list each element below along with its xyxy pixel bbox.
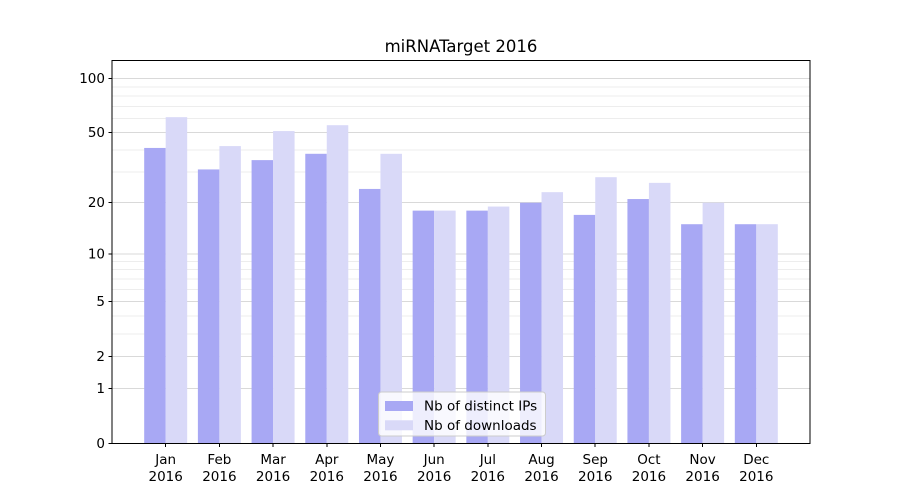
bar-downloads-dec xyxy=(756,224,778,444)
bar-distinct-ips-jan xyxy=(144,147,166,444)
x-tick-label-month: Mar xyxy=(260,452,286,468)
x-tick-label-year: 2016 xyxy=(417,469,451,485)
x-tick-label-year: 2016 xyxy=(524,469,558,485)
x-axis-ticks: Jan2016Feb2016Mar2016Apr2016May2016Jun20… xyxy=(149,443,773,485)
bar-downloads-nov xyxy=(702,202,725,444)
x-tick-label-year: 2016 xyxy=(363,469,397,485)
legend-swatch-distinct-ips xyxy=(385,401,413,411)
y-tick-label: 5 xyxy=(96,294,105,310)
bars xyxy=(144,117,778,444)
legend-label-downloads: Nb of downloads xyxy=(424,418,537,434)
y-tick-label: 2 xyxy=(96,349,105,365)
bar-distinct-ips-jun xyxy=(412,210,435,444)
x-tick-label-year: 2016 xyxy=(471,469,505,485)
x-tick-label-month: Nov xyxy=(689,452,715,468)
x-tick-label-year: 2016 xyxy=(632,469,666,485)
x-tick-label-year: 2016 xyxy=(578,469,612,485)
bar-distinct-ips-aug xyxy=(520,202,542,444)
x-tick-label-year: 2016 xyxy=(202,469,236,485)
bar-downloads-may xyxy=(380,153,402,444)
y-axis-ticks: 0 1 2 5 10 20 50 100 xyxy=(79,71,112,452)
bar-distinct-ips-mar xyxy=(251,160,274,444)
bar-downloads-mar xyxy=(273,131,295,444)
y-tick-label: 10 xyxy=(88,246,105,262)
bar-distinct-ips-sep xyxy=(573,214,596,444)
bar-distinct-ips-apr xyxy=(305,153,327,444)
x-tick-label-month: Oct xyxy=(637,452,660,468)
chart-title: miRNATarget 2016 xyxy=(385,37,538,56)
x-tick-label-month: Feb xyxy=(207,452,231,468)
x-tick-label-year: 2016 xyxy=(310,469,344,485)
plot-border xyxy=(111,60,811,444)
bar-distinct-ips-jul xyxy=(466,210,488,444)
x-tick-label-month: Sep xyxy=(583,452,608,468)
x-tick-label-year: 2016 xyxy=(149,469,183,485)
x-tick-label-month: Jun xyxy=(423,452,445,468)
legend-label-distinct-ips: Nb of distinct IPs xyxy=(424,399,537,415)
y-tick-label: 1 xyxy=(96,381,105,397)
x-tick-label-month: Apr xyxy=(315,452,339,468)
y-tick-label: 50 xyxy=(88,125,105,141)
x-tick-label-month: Jul xyxy=(479,452,496,468)
x-tick-label-month: Dec xyxy=(743,452,769,468)
bar-distinct-ips-oct xyxy=(627,199,649,444)
bar-distinct-ips-feb xyxy=(197,169,220,444)
legend: Nb of distinct IPs Nb of downloads xyxy=(378,391,546,437)
bar-downloads-sep xyxy=(595,177,617,444)
bar-downloads-jul xyxy=(487,206,510,444)
y-tick-label: 0 xyxy=(96,436,105,452)
bar-downloads-aug xyxy=(541,192,564,444)
bar-distinct-ips-may xyxy=(358,188,381,444)
x-tick-label-month: Aug xyxy=(528,452,554,468)
x-tick-label-year: 2016 xyxy=(256,469,290,485)
bar-downloads-jun xyxy=(434,210,456,444)
x-tick-label-month: Jan xyxy=(154,452,176,468)
legend-swatch-downloads xyxy=(385,420,413,431)
x-tick-label-year: 2016 xyxy=(685,469,719,485)
bar-downloads-jan xyxy=(165,117,188,444)
x-tick-label-year: 2016 xyxy=(739,469,773,485)
bar-distinct-ips-dec xyxy=(734,224,757,444)
bar-downloads-apr xyxy=(326,125,349,444)
x-tick-label-month: May xyxy=(367,452,395,468)
y-tick-label: 100 xyxy=(79,71,105,87)
bar-downloads-feb xyxy=(219,146,241,444)
bar-downloads-oct xyxy=(648,182,671,444)
bar-distinct-ips-nov xyxy=(681,224,703,444)
y-tick-label: 20 xyxy=(88,195,105,211)
legend-box xyxy=(378,391,546,437)
